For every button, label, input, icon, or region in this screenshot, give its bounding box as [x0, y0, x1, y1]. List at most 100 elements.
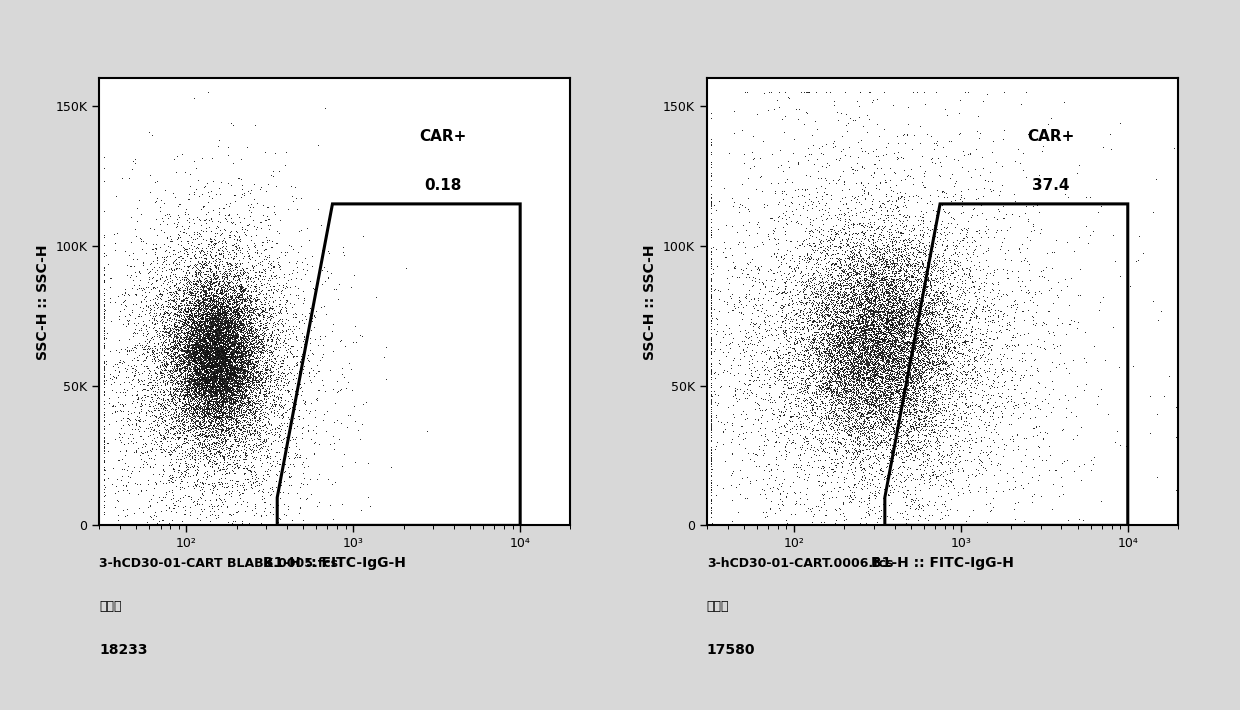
Point: [250, 285, 270, 296]
Point: [842, 315, 862, 326]
Point: [846, 366, 866, 378]
Point: [857, 338, 877, 349]
Point: [787, 321, 807, 332]
Point: [200, 430, 219, 442]
Point: [234, 343, 254, 354]
Point: [166, 336, 186, 347]
Point: [885, 320, 905, 331]
Point: [253, 406, 273, 417]
Point: [212, 408, 232, 419]
Point: [190, 353, 210, 364]
Point: [177, 287, 197, 298]
Point: [942, 405, 962, 416]
Point: [885, 317, 905, 328]
Point: [884, 391, 904, 403]
Point: [176, 346, 196, 358]
Point: [216, 416, 236, 427]
Point: [921, 251, 941, 262]
Point: [797, 350, 817, 361]
Point: [847, 388, 867, 399]
Point: [252, 372, 272, 383]
Point: [185, 420, 205, 432]
Point: [894, 365, 914, 376]
Point: [841, 383, 861, 394]
Point: [294, 461, 314, 472]
Point: [324, 345, 343, 356]
Point: [1007, 301, 1027, 312]
Point: [1073, 514, 1092, 525]
Point: [875, 286, 895, 297]
Point: [206, 392, 226, 403]
Point: [884, 270, 904, 281]
Point: [849, 380, 869, 391]
Point: [201, 403, 221, 414]
Point: [294, 293, 314, 304]
Point: [813, 364, 833, 376]
Point: [833, 269, 853, 280]
Point: [253, 304, 273, 315]
Point: [890, 371, 910, 383]
Point: [775, 490, 795, 501]
Point: [900, 275, 920, 286]
Point: [924, 398, 944, 409]
Point: [213, 334, 233, 346]
Point: [908, 414, 928, 425]
Point: [226, 312, 246, 324]
Point: [930, 357, 950, 368]
Point: [175, 316, 195, 327]
Point: [203, 330, 223, 342]
Point: [905, 388, 925, 399]
Point: [885, 386, 905, 397]
Point: [835, 341, 854, 352]
Point: [172, 317, 192, 328]
Point: [210, 331, 229, 342]
Point: [889, 231, 909, 243]
Point: [841, 435, 861, 447]
Point: [196, 410, 216, 422]
Point: [1012, 356, 1032, 367]
Point: [212, 381, 232, 393]
Point: [901, 143, 921, 155]
Point: [146, 373, 166, 384]
Point: [967, 225, 987, 236]
Point: [903, 295, 923, 306]
Point: [125, 389, 145, 400]
Point: [203, 347, 223, 359]
Point: [863, 424, 883, 435]
Point: [167, 284, 187, 295]
Point: [789, 239, 808, 251]
Point: [157, 305, 177, 316]
Point: [250, 334, 270, 346]
Point: [222, 349, 242, 360]
Point: [198, 387, 218, 398]
Point: [232, 426, 252, 437]
Point: [222, 315, 242, 326]
Point: [186, 356, 206, 368]
Point: [870, 371, 890, 383]
Point: [250, 509, 270, 520]
Point: [171, 355, 191, 366]
Point: [868, 400, 888, 411]
Point: [223, 314, 243, 325]
Point: [877, 285, 897, 296]
Point: [837, 293, 857, 304]
Point: [776, 309, 796, 320]
Point: [201, 447, 221, 459]
Point: [899, 408, 919, 420]
Point: [836, 360, 856, 371]
Point: [817, 371, 837, 383]
Point: [827, 295, 847, 307]
Point: [702, 493, 722, 504]
Point: [847, 376, 867, 388]
Point: [923, 306, 942, 317]
Point: [847, 208, 867, 219]
Point: [223, 323, 243, 334]
Point: [869, 283, 889, 295]
Point: [185, 245, 205, 256]
Point: [903, 510, 923, 522]
Point: [843, 320, 863, 331]
Point: [817, 305, 837, 316]
Point: [219, 360, 239, 371]
Point: [208, 371, 228, 382]
Point: [242, 345, 262, 356]
